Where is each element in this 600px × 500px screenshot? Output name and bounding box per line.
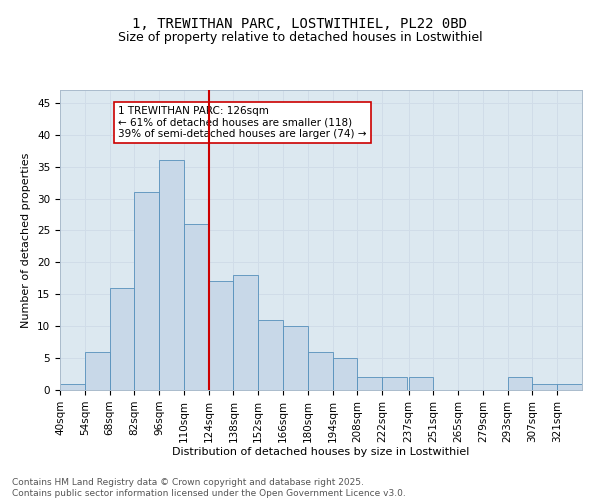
Bar bbox=[332, 358, 357, 390]
Text: Contains HM Land Registry data © Crown copyright and database right 2025.
Contai: Contains HM Land Registry data © Crown c… bbox=[12, 478, 406, 498]
Bar bbox=[532, 384, 557, 390]
Bar bbox=[409, 377, 433, 390]
Bar bbox=[308, 352, 332, 390]
X-axis label: Distribution of detached houses by size in Lostwithiel: Distribution of detached houses by size … bbox=[172, 448, 470, 458]
Bar bbox=[110, 288, 134, 390]
Text: 1 TREWITHAN PARC: 126sqm
← 61% of detached houses are smaller (118)
39% of semi-: 1 TREWITHAN PARC: 126sqm ← 61% of detach… bbox=[118, 106, 367, 139]
Bar bbox=[258, 320, 283, 390]
Bar bbox=[283, 326, 308, 390]
Bar bbox=[60, 384, 85, 390]
Bar bbox=[159, 160, 184, 390]
Text: Size of property relative to detached houses in Lostwithiel: Size of property relative to detached ho… bbox=[118, 31, 482, 44]
Bar bbox=[85, 352, 110, 390]
Bar bbox=[209, 282, 233, 390]
Text: 1, TREWITHAN PARC, LOSTWITHIEL, PL22 0BD: 1, TREWITHAN PARC, LOSTWITHIEL, PL22 0BD bbox=[133, 18, 467, 32]
Y-axis label: Number of detached properties: Number of detached properties bbox=[22, 152, 31, 328]
Bar bbox=[134, 192, 159, 390]
Bar bbox=[357, 377, 382, 390]
Bar bbox=[557, 384, 582, 390]
Bar bbox=[184, 224, 209, 390]
Bar bbox=[508, 377, 532, 390]
Bar bbox=[233, 275, 258, 390]
Bar bbox=[382, 377, 407, 390]
